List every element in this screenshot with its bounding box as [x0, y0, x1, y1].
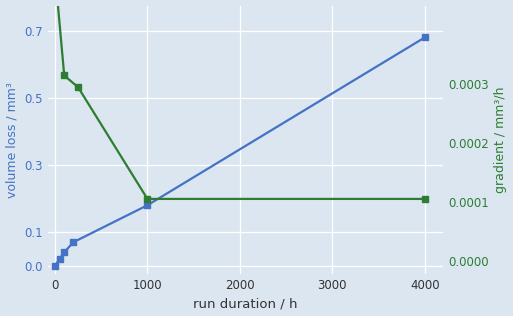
Y-axis label: gradient / mm³/h: gradient / mm³/h [495, 87, 507, 193]
X-axis label: run duration / h: run duration / h [193, 297, 298, 310]
Y-axis label: volume loss / mm³: volume loss / mm³ [6, 82, 18, 198]
